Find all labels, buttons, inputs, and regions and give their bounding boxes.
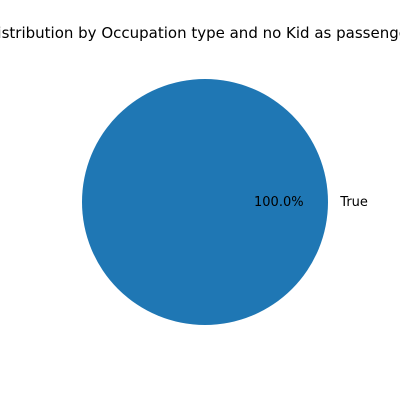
- slice-percent-label: 100.0%: [254, 195, 304, 210]
- slice-label-true: True: [339, 195, 368, 210]
- chart-title: Distribution by Occupation type and no K…: [0, 24, 400, 42]
- pie-slice-true: [82, 79, 328, 325]
